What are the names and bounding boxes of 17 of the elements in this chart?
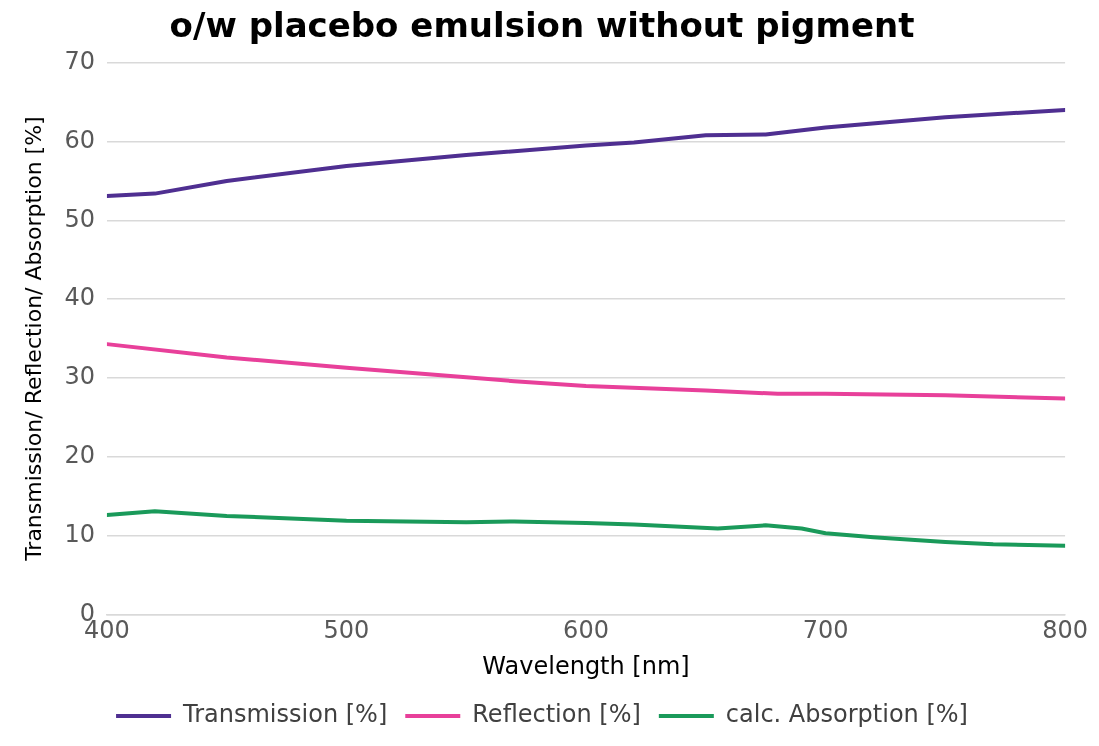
x-tick-label: 700	[802, 616, 849, 645]
legend-label: Transmission [%]	[182, 700, 388, 729]
legend-label: Reflection [%]	[472, 700, 641, 729]
y-tick-label: 20	[64, 441, 95, 470]
y-tick-label: 70	[64, 47, 95, 76]
x-tick-label: 800	[1042, 616, 1088, 645]
chart-title: o/w placebo emulsion without pigment	[169, 5, 915, 46]
legend-label: calc. Absorption [%]	[725, 700, 968, 729]
y-tick-label: 10	[64, 519, 95, 548]
x-tick-label: 600	[563, 616, 609, 645]
y-tick-label: 40	[64, 283, 95, 312]
x-axis-title: Wavelength [nm]	[482, 651, 690, 680]
y-tick-label: 30	[64, 362, 95, 391]
y-tick-label: 50	[64, 204, 95, 233]
y-axis-title: Transmission/ Reflection/ Absorption [%]	[20, 116, 46, 562]
x-tick-label: 500	[323, 616, 370, 645]
y-tick-label: 60	[64, 125, 95, 154]
